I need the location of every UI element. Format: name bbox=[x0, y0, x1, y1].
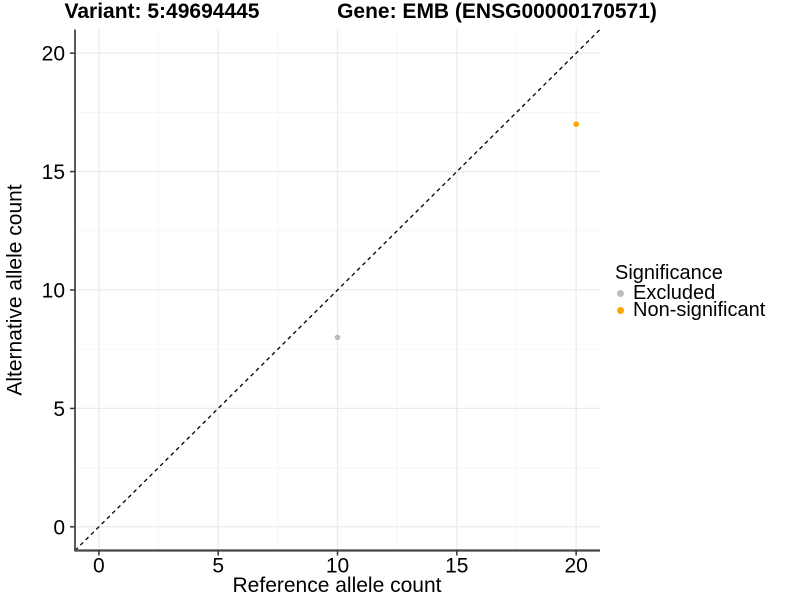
identity-line bbox=[74, 29, 601, 551]
legend-entry: Excluded bbox=[615, 282, 765, 304]
x-tick-label: 10 bbox=[326, 555, 349, 578]
x-axis-title: Reference allele count bbox=[232, 574, 442, 597]
y-tick-label: 10 bbox=[42, 280, 65, 303]
y-tick-label: 15 bbox=[42, 161, 65, 184]
legend-entry-label: Non-significant bbox=[633, 299, 766, 321]
legend-title: Significance bbox=[615, 262, 723, 284]
legend: Significance Excluded Non-significant bbox=[615, 262, 766, 321]
y-tick-label: 0 bbox=[53, 516, 65, 539]
legend-dot-icon bbox=[617, 290, 624, 297]
variant-title: Variant: 5:49694445 bbox=[64, 0, 260, 23]
data-point-excluded bbox=[334, 334, 341, 341]
gene-title: Gene: EMB (ENSG00000170571) bbox=[337, 0, 657, 23]
x-tick-label: 20 bbox=[564, 555, 587, 578]
x-tick-label: 15 bbox=[445, 555, 468, 578]
y-tick-label: 20 bbox=[42, 43, 65, 66]
data-point-non-significant bbox=[573, 121, 579, 128]
x-tick-label: 0 bbox=[93, 555, 105, 578]
y-tick-label: 5 bbox=[53, 398, 65, 421]
legend-entry-label: Excluded bbox=[633, 282, 716, 304]
legend-entries: Excluded Non-significant bbox=[615, 282, 766, 321]
x-tick-label: 5 bbox=[212, 555, 224, 578]
y-axis-title: Alternative allele count bbox=[3, 184, 27, 396]
legend-dot-icon bbox=[617, 307, 624, 314]
legend-entry: Non-significant bbox=[615, 299, 766, 321]
